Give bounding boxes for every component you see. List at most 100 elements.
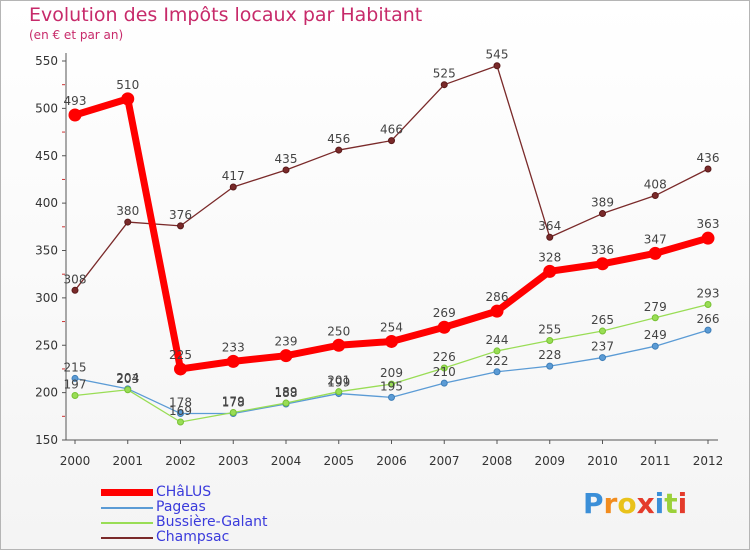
data-point [388,380,395,388]
data-label: 380 [116,204,139,218]
data-point [229,409,237,417]
data-label: 265 [591,313,614,327]
legend-swatch [101,522,153,524]
data-point [124,386,132,394]
data-label: 456 [327,132,350,146]
logo-letter: o [617,487,637,520]
chart-plot: 150 200 250 300 350 400 450 500 550 2000 2001 2002 2… [35,48,723,468]
data-point [385,334,398,348]
data-point [651,314,659,322]
data-label: 189 [275,385,298,399]
data-point [279,349,293,363]
data-point [177,418,184,426]
data-point [546,233,554,241]
proxiti-logo: Proxiti [583,487,687,520]
data-label: 178 [169,395,192,409]
data-label: 250 [327,324,350,338]
data-label: 239 [275,335,298,349]
data-point [440,81,448,89]
data-point [596,257,609,271]
x-tick-label: 2008 [482,454,513,468]
data-point [546,362,554,370]
data-label: 203 [116,372,139,386]
data-point [332,338,346,352]
data-label: 286 [486,290,509,304]
data-label: 228 [538,348,561,362]
data-point [124,218,132,226]
data-label: 293 [697,287,720,301]
data-label: 510 [116,78,139,92]
data-label: 347 [644,232,667,246]
data-point [701,231,715,245]
y-tick-label: 500 [35,101,58,115]
x-tick-label: 2004 [271,454,302,468]
logo-letter: r [603,487,618,520]
data-label: 204 [116,371,139,385]
data-point [704,301,712,309]
data-label: 188 [275,386,298,400]
data-label: 249 [644,328,667,342]
y-tick-label: 150 [35,433,58,447]
data-point [599,354,606,362]
x-tick-label: 2011 [640,454,671,468]
x-tick-label: 2010 [587,454,618,468]
data-point [648,246,662,260]
data-label: 308 [64,272,87,286]
data-point [71,391,79,399]
logo-letter: P [583,487,604,520]
chart-legend: CHâLUS Pageas Bussière-Galant Champsac [101,484,361,545]
data-label: 466 [380,123,403,137]
legend-label: Pageas [156,499,206,515]
data-point [121,92,135,106]
chart-axes: 150 200 250 300 350 400 450 500 550 2000 2001 2002 2… [35,53,723,468]
data-point [177,409,184,417]
data-label: 210 [433,365,456,379]
data-label: 225 [169,348,192,362]
chart-title: Evolution des Impôts locaux par Habitant [29,4,423,26]
data-point [599,327,606,335]
legend-label: CHâLUS [156,484,212,500]
data-label: 279 [644,300,667,314]
logo-letter: i [654,487,665,520]
data-label: 269 [433,306,456,320]
data-point [226,354,240,368]
x-tick-label: 2001 [112,454,143,468]
data-label: 435 [275,152,298,166]
chart-subtitle: (en € et par an) [29,28,124,42]
legend-item: CHâLUS [101,484,361,500]
data-label: 237 [591,340,614,354]
data-point [651,342,659,350]
data-point [490,304,504,318]
data-label: 364 [538,219,561,233]
y-tick-label: 450 [35,149,58,163]
x-tick-label: 2007 [429,454,460,468]
data-label: 493 [64,94,87,108]
data-point [335,388,343,396]
y-tick-label: 250 [35,338,58,352]
legend-swatch [101,507,153,509]
chart-series [68,62,715,426]
data-point [282,399,290,407]
data-point [335,146,343,154]
data-label: 525 [433,67,456,81]
legend-label: Bussière-Galant [156,514,268,530]
data-label: 209 [380,366,403,380]
data-point [543,264,557,278]
data-label: 389 [591,196,614,210]
data-point [177,222,184,230]
data-point [282,166,290,174]
data-label: 169 [169,404,192,418]
data-label: 226 [433,350,456,364]
y-tick-label: 200 [35,386,58,400]
data-point [68,108,82,122]
data-point [546,337,554,345]
data-label: 408 [644,178,667,192]
x-tick-label: 2005 [323,454,354,468]
data-label: 222 [486,354,509,368]
data-point [493,368,501,376]
data-label: 336 [591,243,614,257]
y-tick-label: 350 [35,244,58,258]
data-label: 417 [222,169,245,183]
x-tick-label: 2002 [165,454,196,468]
